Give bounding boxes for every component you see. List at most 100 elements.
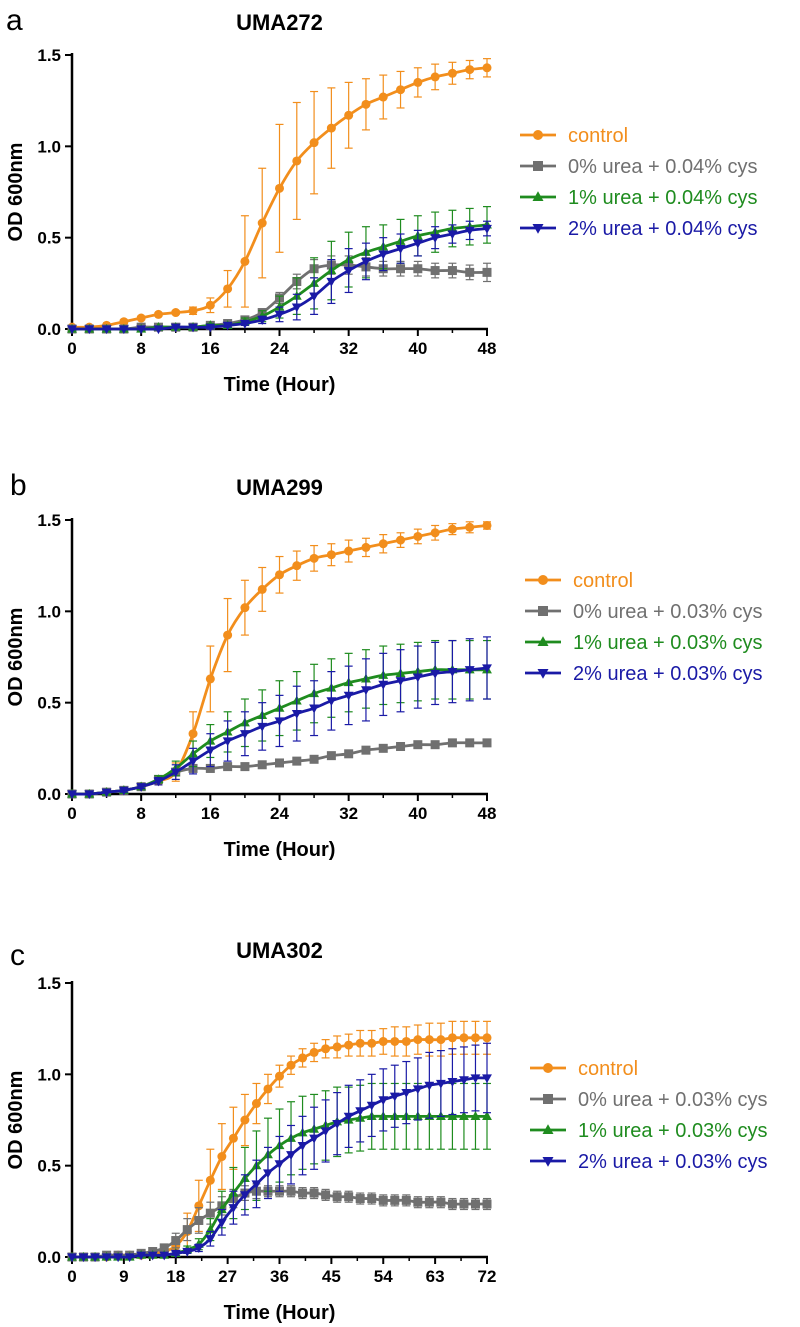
data-point [84,790,95,800]
x-tick-label: 0 [67,804,76,823]
data-point [326,123,336,133]
data-point [378,1036,388,1046]
data-point [205,674,215,684]
data-point [464,666,475,675]
data-point [412,673,423,683]
data-point [228,1204,239,1213]
data-point [413,264,423,274]
data-point [378,680,389,690]
data-point [361,257,371,267]
data-point [413,740,423,750]
data-point [84,325,95,335]
data-point [257,760,267,770]
x-tick-label: 0 [67,339,76,358]
data-point [170,323,181,333]
data-point [447,524,457,534]
data-point [430,234,441,243]
data-point [251,1180,262,1190]
data-point [291,303,302,313]
legend-label: control [568,125,628,147]
legend-label: 2% urea + 0.03% cys [573,663,763,685]
data-point [188,729,198,739]
chart-panel-c: c UMA302 0 9 18 27 36 45 54 63 72 0.0 0.5 1.0 1.5 Time … [5,938,768,1324]
data-point [482,224,492,234]
data-point [309,138,319,148]
data-point [251,1099,261,1109]
data-point [482,664,492,674]
data-point [482,63,492,73]
y-tick-label: 1.5 [37,511,61,530]
x-tick-label: 0 [67,1267,76,1286]
data-point [389,1092,400,1102]
data-point [119,317,129,327]
data-point [482,267,492,277]
data-point [274,301,285,311]
x-tick-label: 9 [119,1267,128,1286]
data-point [459,1199,469,1209]
data-point [205,323,216,333]
data-point [275,183,284,193]
data-point [171,1236,181,1246]
series-3 [67,1042,492,1263]
data-point [326,550,336,560]
x-tick-label: 8 [136,804,145,823]
data-point [482,1074,492,1084]
data-point [424,1081,435,1091]
data-point [447,230,458,240]
data-point [378,539,388,549]
data-point [257,218,267,228]
data-point [447,668,458,677]
data-point [465,267,475,277]
data-point [298,1188,308,1198]
legend-label: 0% urea + 0.03% cys [578,1089,768,1111]
x-tick-label: 32 [339,804,358,823]
data-point [436,1035,446,1045]
data-point [113,1253,124,1263]
legend-swatch-marker [538,575,548,585]
data-point [240,1115,250,1125]
data-point [332,1042,342,1052]
data-point [101,325,112,335]
y-tick-label: 0.0 [37,320,61,339]
data-point [170,768,181,778]
legend-swatch-marker [532,224,544,234]
data-point [239,1191,250,1201]
data-point [435,1079,446,1089]
data-point [205,300,215,310]
legend-swatch-marker [542,1157,554,1167]
panel-letter: c [10,939,25,972]
data-point [430,72,440,82]
data-point [436,1197,446,1207]
data-point [413,1197,423,1207]
data-point [390,1036,400,1046]
data-point [240,762,250,772]
legend-swatch-marker [533,161,543,171]
data-point [470,1111,481,1120]
data-point [458,1076,469,1085]
x-tick-label: 24 [270,339,289,358]
data-point [182,1247,193,1257]
data-point [274,310,285,320]
data-point [286,1060,296,1070]
data-point [188,306,198,316]
y-tick-label: 0.5 [37,694,61,713]
data-point [67,325,77,335]
x-tick-label: 72 [478,1267,497,1286]
data-point [464,226,475,236]
data-point [194,1215,204,1225]
data-point [90,1253,101,1263]
data-point [297,1141,308,1151]
data-point [321,1190,331,1200]
data-point [413,531,423,541]
legend-swatch-marker [538,606,548,616]
x-tick-label: 48 [478,804,497,823]
data-point [228,1133,238,1143]
y-tick-label: 1.0 [37,1065,61,1084]
x-axis-label: Time (Hour) [224,839,336,861]
legend-label: 2% urea + 0.04% cys [568,218,758,240]
data-point [470,1033,480,1043]
data-point [459,1033,469,1043]
x-tick-label: 48 [478,339,497,358]
data-point [240,603,250,613]
